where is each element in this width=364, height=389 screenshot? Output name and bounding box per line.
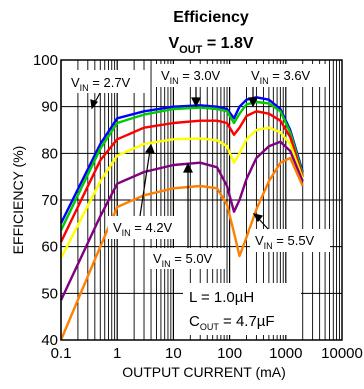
subtitle-suffix: = 1.8V (202, 35, 253, 52)
tick-labels: 0.1 1 10 100 1000 10000 40 50 60 70 80 90 100 (33, 52, 363, 362)
conditions-box: L = 1.0µH COUT = 4.7µF (183, 283, 301, 335)
chart-title: Efficiency (173, 9, 249, 26)
chart-subtitle: VOUT = 1.8V (168, 35, 253, 56)
x-tick-label: 1 (113, 345, 121, 362)
series-line-4 (59, 140, 304, 301)
x-tick-label: 1000 (269, 345, 302, 362)
y-tick-label: 60 (41, 239, 58, 256)
svg-text:VIN = 2.7V: VIN = 2.7V (71, 75, 131, 93)
svg-text:VIN = 5.0V: VIN = 5.0V (153, 251, 213, 269)
svg-text:VIN = 5.5V: VIN = 5.5V (255, 233, 315, 251)
label-vin-5.5: VIN = 5.5V (250, 229, 330, 252)
y-tick-label: 100 (33, 52, 58, 69)
y-axis-label: EFFICIENCY (%) (10, 146, 26, 255)
arrowhead-vin-4.2 (144, 143, 155, 154)
svg-text:VIN = 3.0V: VIN = 3.0V (161, 68, 221, 86)
svg-text:VIN = 4.2V: VIN = 4.2V (113, 220, 173, 238)
x-axis-label: OUTPUT CURRENT (mA) (122, 364, 286, 380)
series-layer (59, 96, 304, 341)
series-line-5 (59, 156, 304, 341)
series-line-0 (59, 96, 304, 224)
y-tick-label: 80 (41, 145, 58, 162)
y-tick-label: 50 (41, 285, 58, 302)
subtitle-subscript: OUT (179, 44, 203, 56)
condition-capacitor: COUT = 4.7µF (189, 313, 275, 332)
plot-frame (60, 59, 343, 341)
series-line-3 (59, 126, 304, 259)
label-vin-4.2: VIN = 4.2V (108, 216, 188, 239)
arrowhead-vin-5.5 (252, 213, 264, 223)
arrowhead-vin-3.6 (248, 97, 258, 108)
x-tick-label: 100 (217, 345, 242, 362)
label-vin-3.0: VIN = 3.0V (156, 64, 234, 87)
label-vin-3.6: VIN = 3.6V (246, 64, 328, 87)
series-line-1 (59, 100, 304, 231)
label-arrows (90, 87, 269, 248)
label-vin-2.7: VIN = 2.7V (65, 70, 145, 93)
label-vin-5.0: VIN = 5.0V (148, 248, 226, 269)
arrowhead-vin-3.0 (191, 97, 201, 108)
y-tick-label: 70 (41, 192, 58, 209)
arrow-vin-4.2 (139, 149, 151, 217)
svg-text:VIN = 3.6V: VIN = 3.6V (251, 68, 311, 86)
x-tick-label: 10 (165, 345, 182, 362)
y-tick-label: 90 (41, 99, 58, 116)
x-tick-label: 0.1 (51, 345, 72, 362)
subtitle-prefix: V (168, 35, 179, 52)
arrowhead-vin-5.0 (183, 162, 193, 173)
y-tick-label: 40 (41, 332, 58, 349)
condition-inductor: L = 1.0µH (189, 289, 254, 306)
arrowhead-vin-2.7 (90, 99, 99, 110)
x-tick-label: 10000 (321, 345, 363, 362)
series-line-2 (59, 110, 304, 243)
